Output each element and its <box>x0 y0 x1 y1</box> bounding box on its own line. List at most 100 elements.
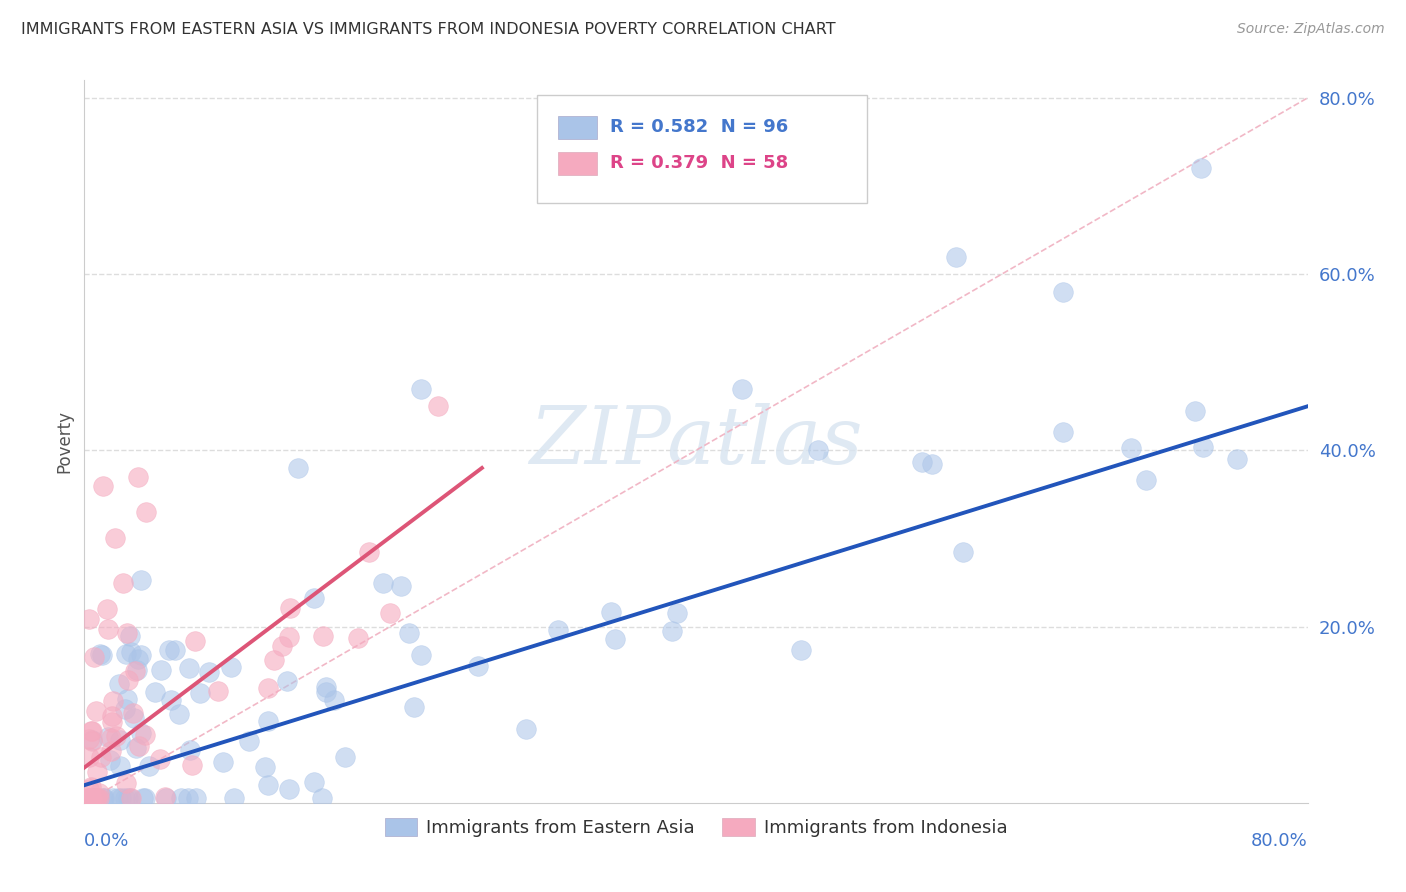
Point <box>122 706 145 720</box>
Point <box>80 791 103 805</box>
Point <box>77 791 100 805</box>
Point <box>180 757 202 772</box>
Point <box>409 382 432 396</box>
Point <box>89 648 111 662</box>
Point <box>100 744 122 758</box>
Point <box>96 602 118 616</box>
Point <box>97 622 120 636</box>
Point <box>79 791 101 805</box>
Point <box>117 673 139 687</box>
Text: Source: ZipAtlas.com: Source: ZipAtlas.com <box>1237 22 1385 37</box>
Point <box>1052 425 1074 439</box>
Point <box>212 755 235 769</box>
Point <box>1226 452 1249 467</box>
Point <box>427 399 450 413</box>
Point <box>80 791 103 805</box>
Point <box>77 791 100 805</box>
Point <box>150 663 173 677</box>
Point <box>1052 285 1074 299</box>
Point <box>1184 404 1206 418</box>
Point <box>222 791 245 805</box>
Point <box>666 606 689 620</box>
Point <box>731 382 754 396</box>
FancyBboxPatch shape <box>537 95 868 203</box>
Point <box>77 791 100 805</box>
Point <box>120 629 142 643</box>
Point <box>257 714 280 728</box>
Point <box>120 791 142 805</box>
Point <box>129 725 152 739</box>
Point <box>115 691 138 706</box>
Point <box>101 715 124 730</box>
Y-axis label: Poverty: Poverty <box>55 410 73 473</box>
Point <box>124 664 146 678</box>
Point <box>91 478 114 492</box>
Point <box>82 733 104 747</box>
Point <box>311 791 333 805</box>
Point <box>1135 473 1157 487</box>
Point <box>127 651 149 665</box>
Point <box>153 790 176 805</box>
Point <box>287 461 309 475</box>
Point <box>80 724 103 739</box>
Point <box>86 764 108 779</box>
Point <box>114 702 136 716</box>
Point <box>127 663 149 677</box>
Point <box>257 681 280 696</box>
Point <box>198 665 221 679</box>
Point <box>127 470 149 484</box>
Point <box>80 733 103 747</box>
Point <box>157 643 180 657</box>
Point <box>90 648 112 663</box>
Point <box>600 606 623 620</box>
Point <box>134 791 156 805</box>
Point <box>661 624 683 639</box>
Point <box>278 782 301 797</box>
Point <box>1121 442 1143 456</box>
Point <box>90 750 112 764</box>
Point <box>80 791 103 805</box>
Point <box>77 749 100 764</box>
Point <box>108 677 131 691</box>
Point <box>315 685 337 699</box>
Legend: Immigrants from Eastern Asia, Immigrants from Indonesia: Immigrants from Eastern Asia, Immigrants… <box>378 811 1014 845</box>
Point <box>115 775 138 789</box>
Point <box>83 650 105 665</box>
Point <box>101 791 124 805</box>
Point <box>80 791 103 805</box>
Point <box>128 739 150 754</box>
Point <box>378 606 401 620</box>
Point <box>807 443 830 458</box>
Point <box>129 573 152 587</box>
Point <box>188 686 211 700</box>
Point <box>117 791 139 805</box>
Point <box>77 612 100 626</box>
Text: 0.0%: 0.0% <box>84 831 129 850</box>
Point <box>603 632 626 646</box>
Point <box>271 639 294 653</box>
Point <box>79 791 101 805</box>
Point <box>302 591 325 606</box>
Point <box>911 455 934 469</box>
Point <box>167 706 190 721</box>
Point <box>97 731 120 745</box>
Point <box>409 648 432 662</box>
Point <box>114 791 136 805</box>
FancyBboxPatch shape <box>558 152 598 175</box>
Point <box>179 743 201 757</box>
Point <box>547 623 569 637</box>
Point <box>77 782 100 797</box>
FancyBboxPatch shape <box>558 116 598 139</box>
Point <box>149 752 172 766</box>
Point <box>122 710 145 724</box>
Point <box>87 786 110 800</box>
Point <box>276 673 298 688</box>
Point <box>263 653 285 667</box>
Point <box>179 661 201 675</box>
Point <box>186 791 208 805</box>
Point <box>108 733 131 747</box>
Point <box>110 791 132 805</box>
Point <box>1192 440 1215 454</box>
Point <box>143 685 166 699</box>
Point <box>105 730 128 744</box>
